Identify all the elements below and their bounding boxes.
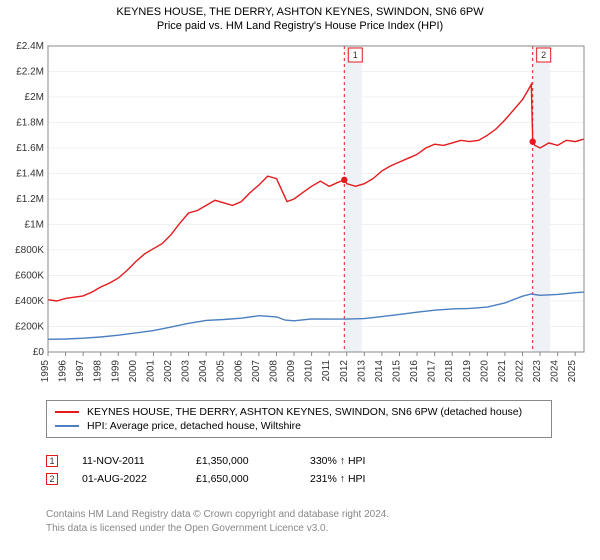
svg-text:£600K: £600K bbox=[15, 271, 44, 282]
svg-text:1995: 1995 bbox=[40, 360, 51, 383]
svg-text:2018: 2018 bbox=[444, 360, 455, 383]
svg-text:£400K: £400K bbox=[15, 296, 44, 307]
title-block: KEYNES HOUSE, THE DERRY, ASHTON KEYNES, … bbox=[0, 0, 600, 32]
chart-container: KEYNES HOUSE, THE DERRY, ASHTON KEYNES, … bbox=[0, 0, 600, 560]
svg-text:£2.2M: £2.2M bbox=[16, 67, 44, 78]
svg-text:1998: 1998 bbox=[93, 360, 104, 383]
svg-text:2022: 2022 bbox=[514, 360, 525, 383]
svg-text:2005: 2005 bbox=[216, 360, 227, 383]
svg-text:2009: 2009 bbox=[286, 360, 297, 383]
svg-text:£1.8M: £1.8M bbox=[16, 118, 44, 129]
datapoint-row: 1 11-NOV-2011 £1,350,000 330% ↑ HPI bbox=[46, 452, 552, 470]
svg-text:2020: 2020 bbox=[479, 360, 490, 383]
svg-text:2012: 2012 bbox=[339, 360, 350, 383]
svg-text:£1.2M: £1.2M bbox=[16, 194, 44, 205]
svg-text:2024: 2024 bbox=[550, 360, 561, 383]
title-subtitle: Price paid vs. HM Land Registry's House … bbox=[0, 20, 600, 32]
datapoint-date: 11-NOV-2011 bbox=[82, 455, 172, 467]
svg-text:£2.4M: £2.4M bbox=[16, 42, 44, 52]
legend-row: KEYNES HOUSE, THE DERRY, ASHTON KEYNES, … bbox=[55, 405, 543, 419]
datapoint-price: £1,350,000 bbox=[196, 455, 286, 467]
svg-text:£1.6M: £1.6M bbox=[16, 143, 44, 154]
svg-text:2025: 2025 bbox=[567, 360, 578, 383]
svg-text:£0: £0 bbox=[33, 347, 45, 358]
svg-text:2016: 2016 bbox=[409, 360, 420, 383]
datapoint-pct: 330% ↑ HPI bbox=[310, 455, 365, 467]
datapoint-row: 2 01-AUG-2022 £1,650,000 231% ↑ HPI bbox=[46, 470, 552, 488]
attribution-line: This data is licensed under the Open Gov… bbox=[46, 522, 552, 536]
svg-text:£2M: £2M bbox=[25, 92, 44, 103]
svg-text:£1.4M: £1.4M bbox=[16, 169, 44, 180]
datapoint-index-box: 1 bbox=[46, 455, 58, 467]
svg-text:2017: 2017 bbox=[427, 360, 438, 383]
svg-text:2021: 2021 bbox=[497, 360, 508, 383]
svg-text:2015: 2015 bbox=[391, 360, 402, 383]
attribution-line: Contains HM Land Registry data © Crown c… bbox=[46, 508, 552, 522]
datapoint-price: £1,650,000 bbox=[196, 473, 286, 485]
svg-text:2014: 2014 bbox=[374, 360, 385, 383]
svg-text:2023: 2023 bbox=[532, 360, 543, 383]
datapoint-pct: 231% ↑ HPI bbox=[310, 473, 365, 485]
legend: KEYNES HOUSE, THE DERRY, ASHTON KEYNES, … bbox=[46, 400, 552, 438]
svg-text:2006: 2006 bbox=[233, 360, 244, 383]
svg-text:2001: 2001 bbox=[145, 360, 156, 383]
svg-text:2000: 2000 bbox=[128, 360, 139, 383]
svg-text:2004: 2004 bbox=[198, 360, 209, 383]
svg-text:1996: 1996 bbox=[58, 360, 69, 383]
svg-text:2: 2 bbox=[541, 50, 546, 60]
datapoint-index: 2 bbox=[49, 474, 54, 484]
chart-area: £0 £200K £400K £600K £800K £1M £1.2M £1.4M £1.6M… bbox=[8, 42, 592, 392]
svg-text:1997: 1997 bbox=[75, 360, 86, 383]
title-address: KEYNES HOUSE, THE DERRY, ASHTON KEYNES, … bbox=[0, 6, 600, 18]
svg-text:2010: 2010 bbox=[304, 360, 315, 383]
svg-text:2019: 2019 bbox=[462, 360, 473, 383]
datapoint-table: 1 11-NOV-2011 £1,350,000 330% ↑ HPI 2 01… bbox=[46, 452, 552, 488]
svg-text:£1M: £1M bbox=[25, 220, 44, 231]
svg-text:1: 1 bbox=[353, 50, 358, 60]
legend-label: HPI: Average price, detached house, Wilt… bbox=[87, 420, 301, 432]
svg-text:2011: 2011 bbox=[321, 360, 332, 382]
legend-swatch bbox=[55, 411, 79, 413]
legend-row: HPI: Average price, detached house, Wilt… bbox=[55, 419, 543, 433]
svg-text:£800K: £800K bbox=[15, 245, 44, 256]
datapoint-index-box: 2 bbox=[46, 473, 58, 485]
svg-text:1999: 1999 bbox=[110, 360, 121, 383]
svg-text:2008: 2008 bbox=[268, 360, 279, 383]
svg-text:2013: 2013 bbox=[356, 360, 367, 383]
svg-text:£200K: £200K bbox=[15, 322, 44, 333]
svg-text:2007: 2007 bbox=[251, 360, 262, 383]
attribution: Contains HM Land Registry data © Crown c… bbox=[46, 508, 552, 535]
legend-swatch bbox=[55, 425, 79, 427]
svg-text:2003: 2003 bbox=[181, 360, 192, 383]
datapoint-date: 01-AUG-2022 bbox=[82, 473, 172, 485]
legend-label: KEYNES HOUSE, THE DERRY, ASHTON KEYNES, … bbox=[87, 406, 522, 418]
chart-svg: £0 £200K £400K £600K £800K £1M £1.2M £1.4M £1.6M… bbox=[8, 42, 592, 392]
svg-text:2002: 2002 bbox=[163, 360, 174, 383]
datapoint-index: 1 bbox=[49, 456, 54, 466]
